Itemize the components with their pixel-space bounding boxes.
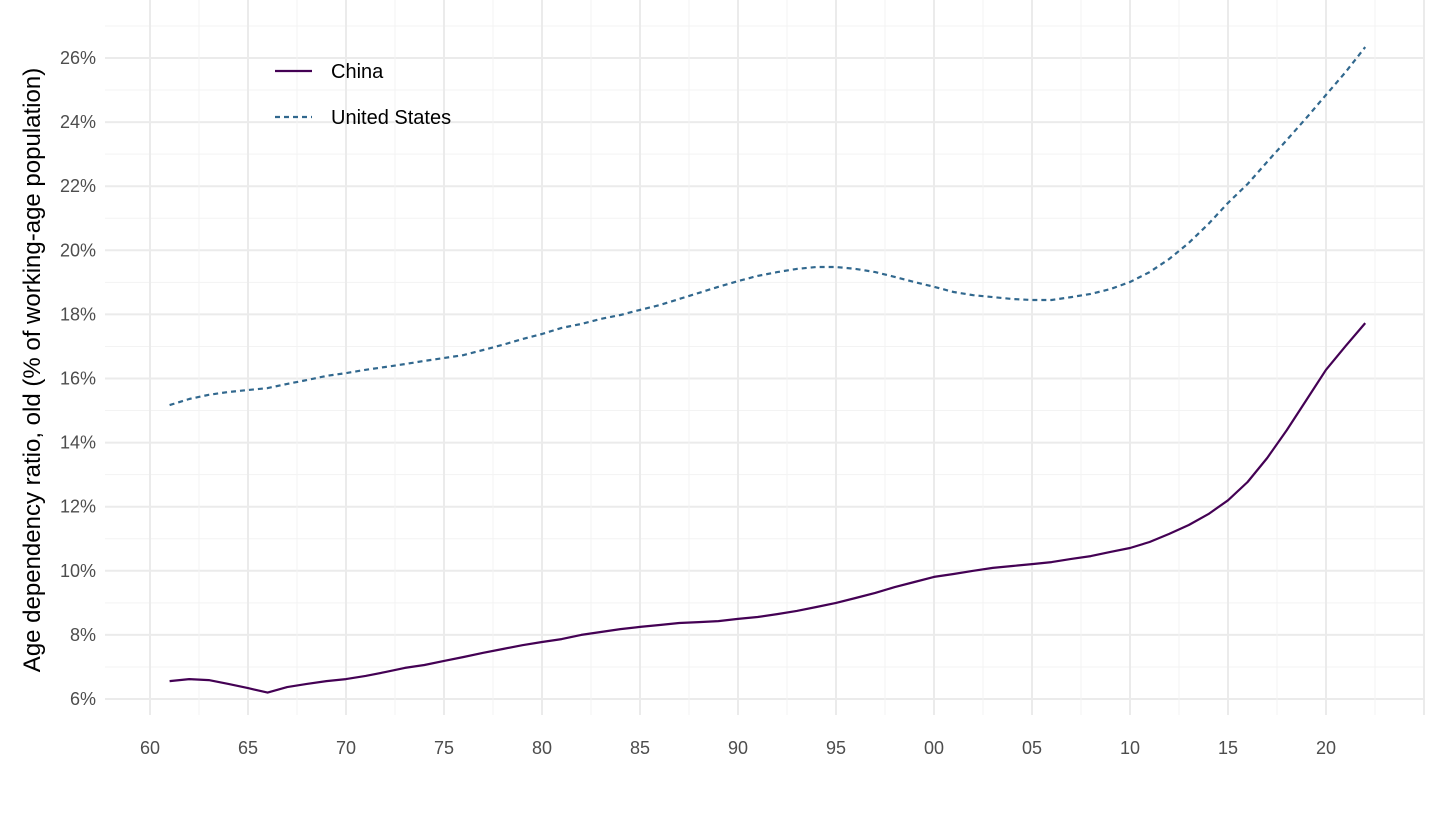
- x-tick-label: 75: [434, 738, 454, 758]
- y-tick-label: 18%: [60, 304, 96, 324]
- y-tick-label: 20%: [60, 240, 96, 260]
- y-tick-label: 26%: [60, 48, 96, 68]
- x-tick-label: 20: [1316, 738, 1336, 758]
- y-tick-label: 12%: [60, 497, 96, 517]
- y-tick-label: 6%: [70, 689, 96, 709]
- x-tick-label: 70: [336, 738, 356, 758]
- y-tick-label: 10%: [60, 561, 96, 581]
- x-tick-label: 90: [728, 738, 748, 758]
- x-tick-label: 10: [1120, 738, 1140, 758]
- x-tick-label: 80: [532, 738, 552, 758]
- series-lines: [169, 46, 1367, 694]
- series-line-china: [169, 322, 1367, 694]
- y-axis-label: Age dependency ratio, old (% of working-…: [19, 68, 46, 672]
- y-axis: 6% 8% 10% 12% 14% 16% 18% 20% 22% 24% 26%: [60, 48, 96, 709]
- x-tick-label: 05: [1022, 738, 1042, 758]
- x-tick-label: 60: [140, 738, 160, 758]
- series-line-united-states: [169, 46, 1367, 407]
- x-tick-label: 00: [924, 738, 944, 758]
- legend-label: China: [331, 61, 384, 83]
- y-tick-label: 22%: [60, 176, 96, 196]
- x-tick-label: 15: [1218, 738, 1238, 758]
- x-tick-label: 95: [826, 738, 846, 758]
- x-axis: 60 65 70 75 80 85 90 95 00 05 10 15 20: [140, 738, 1336, 758]
- x-tick-label: 85: [630, 738, 650, 758]
- y-tick-label: 8%: [70, 625, 96, 645]
- y-tick-label: 14%: [60, 433, 96, 453]
- y-tick-label: 24%: [60, 112, 96, 132]
- grid: [105, 0, 1425, 715]
- legend: China United States: [275, 61, 451, 129]
- legend-label: United States: [331, 107, 451, 129]
- y-tick-label: 16%: [60, 369, 96, 389]
- x-tick-label: 65: [238, 738, 258, 758]
